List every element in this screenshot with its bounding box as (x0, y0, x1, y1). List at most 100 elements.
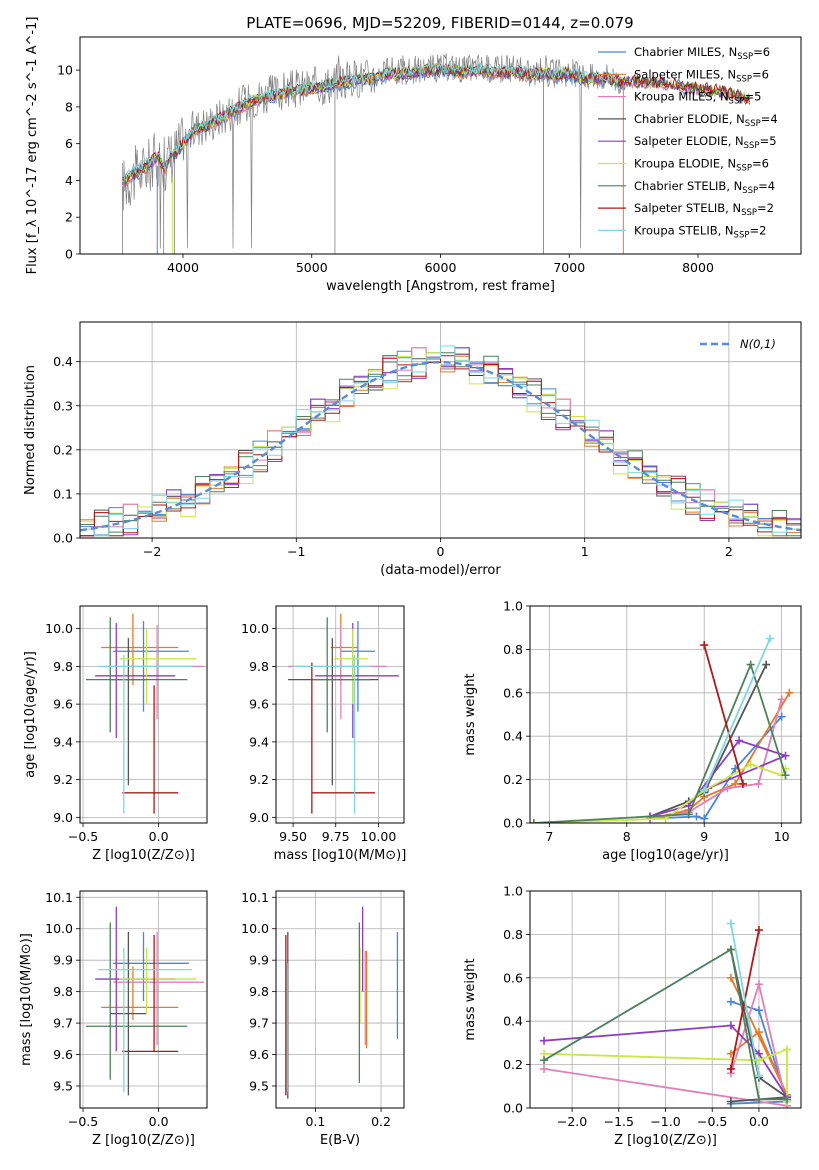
legend-label: Chabrier MILES, NSSP=6 (634, 45, 770, 62)
y-tick-label: 10 (57, 63, 73, 78)
plus-marker (700, 814, 709, 823)
age-vs-mass-plot: 9.50 9.75 10.00 9.0 9.2 9.4 9.6 9.8 10.0 mass [lo… (241, 605, 407, 863)
x-axis-label: mass [log10(M/M⊙)] (274, 848, 407, 863)
legend-label: Salpeter ELODIE, NSSP=5 (634, 134, 777, 151)
plot-frame (275, 890, 405, 1109)
x-axis-label: Z [log10(Z/Z⊙)] (92, 848, 195, 863)
legend-label-main: Chabrier STELIB, N (634, 179, 742, 193)
plus-marker (746, 660, 755, 669)
x-tick-label: 9.50 (279, 829, 307, 844)
plus-marker (726, 997, 735, 1006)
legend-label-main: Kroupa STELIB, N (634, 223, 734, 237)
y-tick-label: 9.7 (53, 1016, 73, 1031)
legend-label-main: Chabrier MILES, N (634, 45, 737, 59)
y-tick-label: 0 (65, 247, 73, 262)
residual-histogram-plot: −2 −1 0 1 2 0.0 0.1 0.2 0.3 0.4 (data-model)/error… (23, 321, 802, 578)
y-tick-label: 9.0 (249, 810, 269, 825)
x-tick-label: 0.0 (149, 829, 169, 844)
x-tick-label: 8000 (682, 260, 714, 275)
y-tick-label: 0.0 (503, 816, 523, 831)
plus-marker (726, 973, 735, 982)
legend-label-subscript: SSP (734, 230, 750, 240)
x-tick-label: 0 (437, 544, 445, 559)
y-tick-label: 9.6 (249, 1047, 269, 1062)
legend-label-subscript: SSP (729, 97, 745, 107)
plus-marker (735, 736, 744, 745)
x-tick-label: 0.2 (371, 1114, 391, 1129)
y-tick-label: 9.8 (249, 984, 269, 999)
y-tick-label: 9.8 (53, 984, 73, 999)
y-tick-label: 0.8 (503, 642, 523, 657)
x-tick-label: 7000 (553, 260, 585, 275)
spectrum-plot: 4000 5000 6000 7000 8000 0 2 4 6 8 10 wavelength [A… (25, 17, 802, 294)
x-tick-label: 2 (725, 544, 733, 559)
y-tick-label: 9.4 (249, 734, 269, 749)
plot-frame (529, 605, 802, 824)
y-tick-label: 9.2 (249, 772, 269, 787)
plus-marker (781, 771, 790, 780)
y-tick-label: 0.6 (503, 685, 523, 700)
figure-title: PLATE=0696, MJD=52209, FIBERID=0144, z=0… (246, 14, 633, 32)
histogram-step-line (80, 355, 801, 538)
y-tick-label: 10.0 (45, 621, 73, 636)
plus-marker (754, 1028, 763, 1037)
legend-label: Chabrier ELODIE, NSSP=4 (634, 112, 778, 129)
legend-label-subscript: SSP (744, 141, 760, 151)
weight-line (730, 977, 788, 1096)
plus-marker (781, 751, 790, 760)
plus-marker (754, 1095, 763, 1104)
y-tick-label: 10.0 (45, 921, 73, 936)
y-tick-label: 9.7 (249, 1016, 269, 1031)
y-tick-label: 9.9 (249, 953, 269, 968)
weight-line (649, 739, 789, 818)
x-tick-label: −2.0 (557, 1114, 587, 1129)
y-tick-label: 0.4 (503, 729, 523, 744)
legend-label-main: Kroupa ELODIE, N (634, 157, 736, 171)
x-axis-label: Z [log10(Z/Z⊙)] (614, 1133, 717, 1148)
plus-marker (700, 786, 709, 795)
plot-area (540, 919, 791, 1108)
y-tick-label: 10.1 (45, 890, 73, 905)
weight-line (730, 923, 760, 1076)
x-tick-label: 4000 (167, 260, 199, 275)
x-tick-label: −2 (143, 544, 161, 559)
plot-area (287, 613, 399, 814)
mass-vs-ebv-plot: 0.1 0.2 9.5 9.6 9.7 9.8 9.9 10.0 10.1 E(B-V) (241, 890, 405, 1148)
legend-label: Salpeter STELIB, NSSP=2 (634, 201, 774, 218)
plus-marker (766, 634, 775, 643)
x-axis-label: age [log10(age/yr)] (602, 848, 729, 863)
legend-label-main: Salpeter ELODIE, N (634, 134, 744, 148)
plus-marker (777, 712, 786, 721)
y-tick-label: 0.4 (503, 1014, 523, 1029)
y-axis-label: mass [log10(M/M⊙)] (19, 933, 34, 1066)
plus-marker (754, 926, 763, 935)
y-tick-label: 0.6 (503, 970, 523, 985)
x-tick-label: −0.5 (697, 1114, 727, 1129)
plot-frame (275, 605, 405, 824)
legend-label: Chabrier STELIB, NSSP=4 (634, 179, 775, 196)
plus-marker (738, 779, 747, 788)
legend-label-tail: =2 (757, 201, 774, 215)
y-tick-label: 6 (65, 136, 73, 151)
plus-marker (692, 812, 701, 821)
y-tick-label: 9.8 (53, 659, 73, 674)
plus-marker (726, 945, 735, 954)
model-line (122, 63, 750, 184)
plus-marker (540, 1064, 549, 1073)
y-tick-label: 0.2 (503, 772, 523, 787)
legend-label: Kroupa ELODIE, NSSP=6 (634, 157, 769, 174)
legend-label-tail: =2 (749, 223, 766, 237)
legend-label-main: Chabrier ELODIE, N (634, 112, 745, 126)
x-tick-label: 9.75 (322, 829, 350, 844)
y-axis-label: mass weight (463, 958, 478, 1040)
plus-marker (726, 919, 735, 928)
plus-marker (754, 1071, 763, 1080)
legend-label-tail: =6 (752, 67, 769, 81)
y-tick-label: 1.0 (503, 599, 523, 614)
x-tick-label: 5000 (296, 260, 328, 275)
plus-marker (530, 819, 538, 823)
plus-marker (785, 688, 794, 697)
plus-marker (754, 980, 763, 989)
x-tick-label: −0.5 (68, 829, 98, 844)
weight-line (703, 644, 744, 785)
